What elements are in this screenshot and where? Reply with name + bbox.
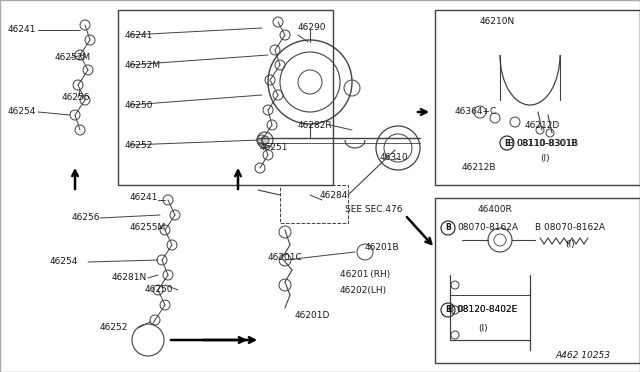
Text: A462 10253: A462 10253 bbox=[555, 352, 610, 360]
Text: 46252M: 46252M bbox=[125, 61, 161, 70]
Text: B 08120-8402E: B 08120-8402E bbox=[448, 305, 517, 314]
Text: 46310: 46310 bbox=[380, 154, 408, 163]
Text: 46212D: 46212D bbox=[525, 121, 560, 129]
Text: 08070-8162A: 08070-8162A bbox=[457, 224, 518, 232]
Text: 46252: 46252 bbox=[100, 324, 129, 333]
Text: 46241: 46241 bbox=[125, 31, 154, 39]
Text: (I): (I) bbox=[478, 324, 488, 333]
Text: B 08070-8162A: B 08070-8162A bbox=[535, 224, 605, 232]
Text: 46255M: 46255M bbox=[130, 224, 166, 232]
Text: 46254: 46254 bbox=[50, 257, 78, 266]
Text: 46252: 46252 bbox=[125, 141, 154, 150]
Text: B: B bbox=[504, 138, 510, 148]
Text: 46290: 46290 bbox=[298, 23, 326, 32]
Text: 46201C: 46201C bbox=[268, 253, 303, 263]
Circle shape bbox=[261, 136, 269, 144]
Text: 46201D: 46201D bbox=[295, 311, 330, 320]
Text: 46281N: 46281N bbox=[112, 273, 147, 282]
Text: 46364+C: 46364+C bbox=[455, 108, 497, 116]
Text: 46251: 46251 bbox=[260, 142, 289, 151]
Text: 46256: 46256 bbox=[72, 214, 100, 222]
Text: 46400R: 46400R bbox=[478, 205, 513, 215]
Text: 46252M: 46252M bbox=[55, 54, 91, 62]
Text: 46202(LH): 46202(LH) bbox=[340, 285, 387, 295]
Text: 08110-8301B: 08110-8301B bbox=[516, 138, 577, 148]
Text: 46241: 46241 bbox=[130, 193, 158, 202]
Text: 46212B: 46212B bbox=[462, 164, 497, 173]
Text: (I): (I) bbox=[565, 241, 575, 250]
Text: B: B bbox=[445, 224, 451, 232]
Text: 46256: 46256 bbox=[62, 93, 90, 103]
Text: B: B bbox=[445, 305, 451, 314]
Text: 46241: 46241 bbox=[8, 26, 36, 35]
Text: (I): (I) bbox=[540, 154, 550, 163]
Text: 46282R: 46282R bbox=[298, 121, 333, 129]
Bar bbox=[118, 10, 333, 185]
Bar bbox=[435, 10, 640, 185]
Bar bbox=[280, 185, 348, 223]
Text: 46210N: 46210N bbox=[480, 17, 515, 26]
Text: 46250: 46250 bbox=[125, 100, 154, 109]
Text: 46201B: 46201B bbox=[365, 244, 399, 253]
Text: 46254: 46254 bbox=[8, 108, 36, 116]
Text: SEE SEC.476: SEE SEC.476 bbox=[345, 205, 403, 215]
Text: 46284: 46284 bbox=[320, 190, 348, 199]
Text: 08120-8402E: 08120-8402E bbox=[457, 305, 517, 314]
Text: 46201 (RH): 46201 (RH) bbox=[340, 270, 390, 279]
Bar bbox=[435, 198, 640, 363]
Text: B 08110-8301B: B 08110-8301B bbox=[508, 138, 578, 148]
Text: 46250: 46250 bbox=[145, 285, 173, 295]
